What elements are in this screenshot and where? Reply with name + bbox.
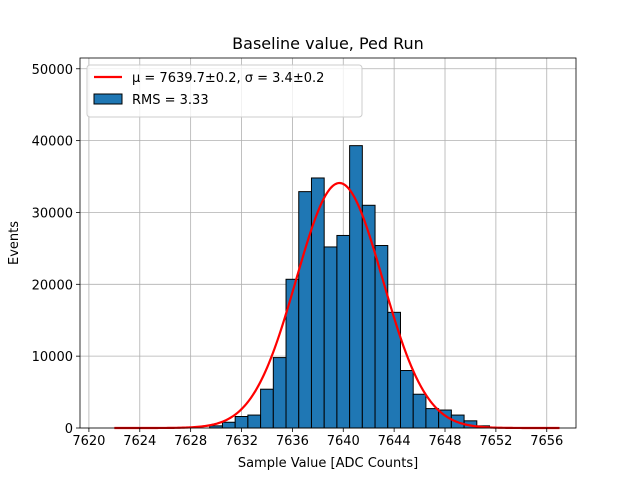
histogram-bar <box>298 191 312 429</box>
y-tick-label: 10000 <box>32 350 73 365</box>
x-tick-label: 7628 <box>174 434 207 449</box>
y-tick-label: 40000 <box>32 135 73 150</box>
histogram-bar <box>285 278 300 429</box>
histogram-bar <box>399 370 414 429</box>
plot-frame <box>79 57 577 429</box>
x-tick-label: 7648 <box>428 434 461 449</box>
histogram-bar <box>361 204 376 429</box>
histogram-bar <box>221 421 236 429</box>
histogram-bar <box>412 393 427 429</box>
histogram-bar <box>336 234 351 429</box>
x-tick-label: 7656 <box>530 434 563 449</box>
y-tick-label: 20000 <box>32 278 73 293</box>
legend-hist-label: RMS = 3.33 <box>132 93 209 108</box>
gaussian-fit <box>114 181 560 430</box>
histogram-bar <box>247 414 262 429</box>
y-tick-label: 50000 <box>32 63 73 78</box>
chart-title: Baseline value, Ped Run <box>232 34 424 53</box>
x-tick-label: 7620 <box>72 434 105 449</box>
fit-curve <box>114 181 560 430</box>
legend-box <box>86 64 363 118</box>
y-axis-label: Events <box>7 221 22 265</box>
legend-fit-label: μ = 7639.7±0.2, σ = 3.4±0.2 <box>132 71 324 86</box>
histogram-bar <box>234 416 249 429</box>
x-tick-label: 7624 <box>123 434 156 449</box>
histogram-bar <box>260 388 274 429</box>
y-tick-label: 30000 <box>32 206 73 221</box>
x-tick-label: 7636 <box>276 434 309 449</box>
legend-hist-swatch <box>93 93 123 105</box>
histogram-bar <box>310 177 325 429</box>
histogram-bar <box>425 408 440 429</box>
y-tick-label: 0 <box>65 422 73 437</box>
x-tick-label: 7652 <box>479 434 512 449</box>
x-tick-label: 7640 <box>327 434 360 449</box>
x-tick-label: 7644 <box>378 434 411 449</box>
histogram-bar <box>323 246 338 429</box>
legend: μ = 7639.7±0.2, σ = 3.4±0.2 RMS = 3.33 <box>86 64 363 118</box>
histogram-bar <box>349 145 363 429</box>
axis-ticks: 7620 7624 7628 7632 7636 7640 7644 7648 7652 7656… <box>32 63 564 449</box>
histogram-bar <box>272 357 287 429</box>
x-axis-label: Sample Value [ADC Counts] <box>238 456 418 471</box>
x-tick-label: 7632 <box>225 434 258 449</box>
